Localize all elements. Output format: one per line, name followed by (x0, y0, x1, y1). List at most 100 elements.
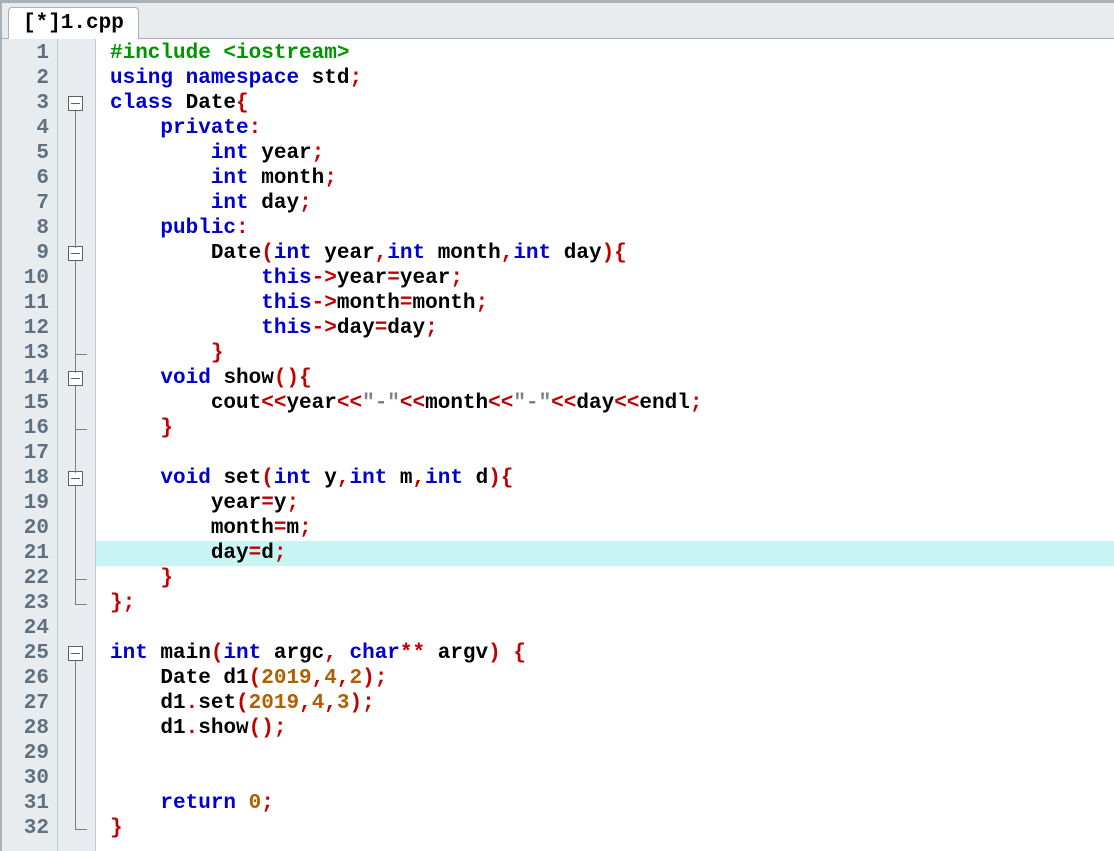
code-line[interactable]: class Date{ (110, 91, 1114, 116)
code-line[interactable]: Date(int year,int month,int day){ (110, 241, 1114, 266)
fold-cell (58, 241, 95, 266)
code-line[interactable]: int year; (110, 141, 1114, 166)
file-tab[interactable]: [*]1.cpp (8, 7, 139, 39)
code-line[interactable]: d1.show(); (110, 716, 1114, 741)
line-number: 15 (2, 391, 57, 416)
line-number: 17 (2, 441, 57, 466)
code-line[interactable]: int month; (110, 166, 1114, 191)
code-line[interactable]: public: (110, 216, 1114, 241)
fold-cell (58, 341, 95, 366)
fold-cell (58, 391, 95, 416)
code-line[interactable]: day=d; (96, 541, 1114, 566)
code-line[interactable]: } (110, 416, 1114, 441)
line-number: 22 (2, 566, 57, 591)
fold-cell (58, 591, 95, 616)
code-line[interactable]: } (110, 341, 1114, 366)
fold-toggle-icon[interactable] (68, 96, 83, 111)
fold-cell (58, 66, 95, 91)
code-line[interactable]: int main(int argc, char** argv) { (110, 641, 1114, 666)
fold-cell (58, 216, 95, 241)
code-line[interactable]: cout<<year<<"-"<<month<<"-"<<day<<endl; (110, 391, 1114, 416)
line-number: 31 (2, 791, 57, 816)
fold-cell (58, 441, 95, 466)
fold-cell (58, 191, 95, 216)
code-line[interactable]: void set(int y,int m,int d){ (110, 466, 1114, 491)
line-number: 25 (2, 641, 57, 666)
code-line[interactable]: this->year=year; (110, 266, 1114, 291)
code-line[interactable]: } (110, 566, 1114, 591)
line-number: 30 (2, 766, 57, 791)
line-number: 21 (2, 541, 57, 566)
code-line[interactable] (110, 441, 1114, 466)
fold-toggle-icon[interactable] (68, 371, 83, 386)
code-line[interactable] (110, 616, 1114, 641)
code-line[interactable] (110, 766, 1114, 791)
code-line[interactable] (110, 741, 1114, 766)
fold-cell (58, 716, 95, 741)
fold-cell (58, 516, 95, 541)
fold-cell (58, 791, 95, 816)
fold-cell (58, 641, 95, 666)
fold-cell (58, 266, 95, 291)
line-number-gutter: 1234567891011121314151617181920212223242… (2, 39, 58, 851)
fold-toggle-icon[interactable] (68, 646, 83, 661)
code-line[interactable]: private: (110, 116, 1114, 141)
fold-column (58, 39, 96, 851)
line-number: 4 (2, 116, 57, 141)
code-line[interactable]: } (110, 816, 1114, 841)
line-number: 13 (2, 341, 57, 366)
code-line[interactable]: }; (110, 591, 1114, 616)
fold-cell (58, 166, 95, 191)
code-line[interactable]: this->month=month; (110, 291, 1114, 316)
code-line[interactable]: #include <iostream> (110, 41, 1114, 66)
code-line[interactable]: void show(){ (110, 366, 1114, 391)
fold-cell (58, 316, 95, 341)
code-area[interactable]: 1234567891011121314151617181920212223242… (2, 39, 1114, 851)
line-number: 26 (2, 666, 57, 691)
fold-cell (58, 41, 95, 66)
code-line[interactable]: return 0; (110, 791, 1114, 816)
line-number: 12 (2, 316, 57, 341)
line-number: 23 (2, 591, 57, 616)
line-number: 9 (2, 241, 57, 266)
fold-cell (58, 541, 95, 566)
line-number: 27 (2, 691, 57, 716)
code-line[interactable]: month=m; (110, 516, 1114, 541)
line-number: 32 (2, 816, 57, 841)
line-number: 3 (2, 91, 57, 116)
fold-cell (58, 741, 95, 766)
line-number: 7 (2, 191, 57, 216)
tab-bar: [*]1.cpp (2, 3, 1114, 39)
line-number: 20 (2, 516, 57, 541)
line-number: 2 (2, 66, 57, 91)
line-number: 24 (2, 616, 57, 641)
fold-toggle-icon[interactable] (68, 471, 83, 486)
code-content[interactable]: #include <iostream>using namespace std;c… (96, 39, 1114, 851)
line-number: 14 (2, 366, 57, 391)
fold-cell (58, 816, 95, 841)
fold-cell (58, 491, 95, 516)
fold-cell (58, 766, 95, 791)
line-number: 28 (2, 716, 57, 741)
fold-cell (58, 416, 95, 441)
fold-cell (58, 691, 95, 716)
editor-frame: [*]1.cpp 1234567891011121314151617181920… (0, 0, 1114, 851)
line-number: 5 (2, 141, 57, 166)
code-line[interactable]: this->day=day; (110, 316, 1114, 341)
fold-toggle-icon[interactable] (68, 246, 83, 261)
line-number: 18 (2, 466, 57, 491)
code-line[interactable]: d1.set(2019,4,3); (110, 691, 1114, 716)
fold-cell (58, 466, 95, 491)
line-number: 29 (2, 741, 57, 766)
code-line[interactable]: year=y; (110, 491, 1114, 516)
fold-cell (58, 616, 95, 641)
code-line[interactable]: Date d1(2019,4,2); (110, 666, 1114, 691)
fold-cell (58, 366, 95, 391)
fold-cell (58, 291, 95, 316)
fold-cell (58, 141, 95, 166)
line-number: 10 (2, 266, 57, 291)
line-number: 19 (2, 491, 57, 516)
code-line[interactable]: int day; (110, 191, 1114, 216)
line-number: 1 (2, 41, 57, 66)
code-line[interactable]: using namespace std; (110, 66, 1114, 91)
